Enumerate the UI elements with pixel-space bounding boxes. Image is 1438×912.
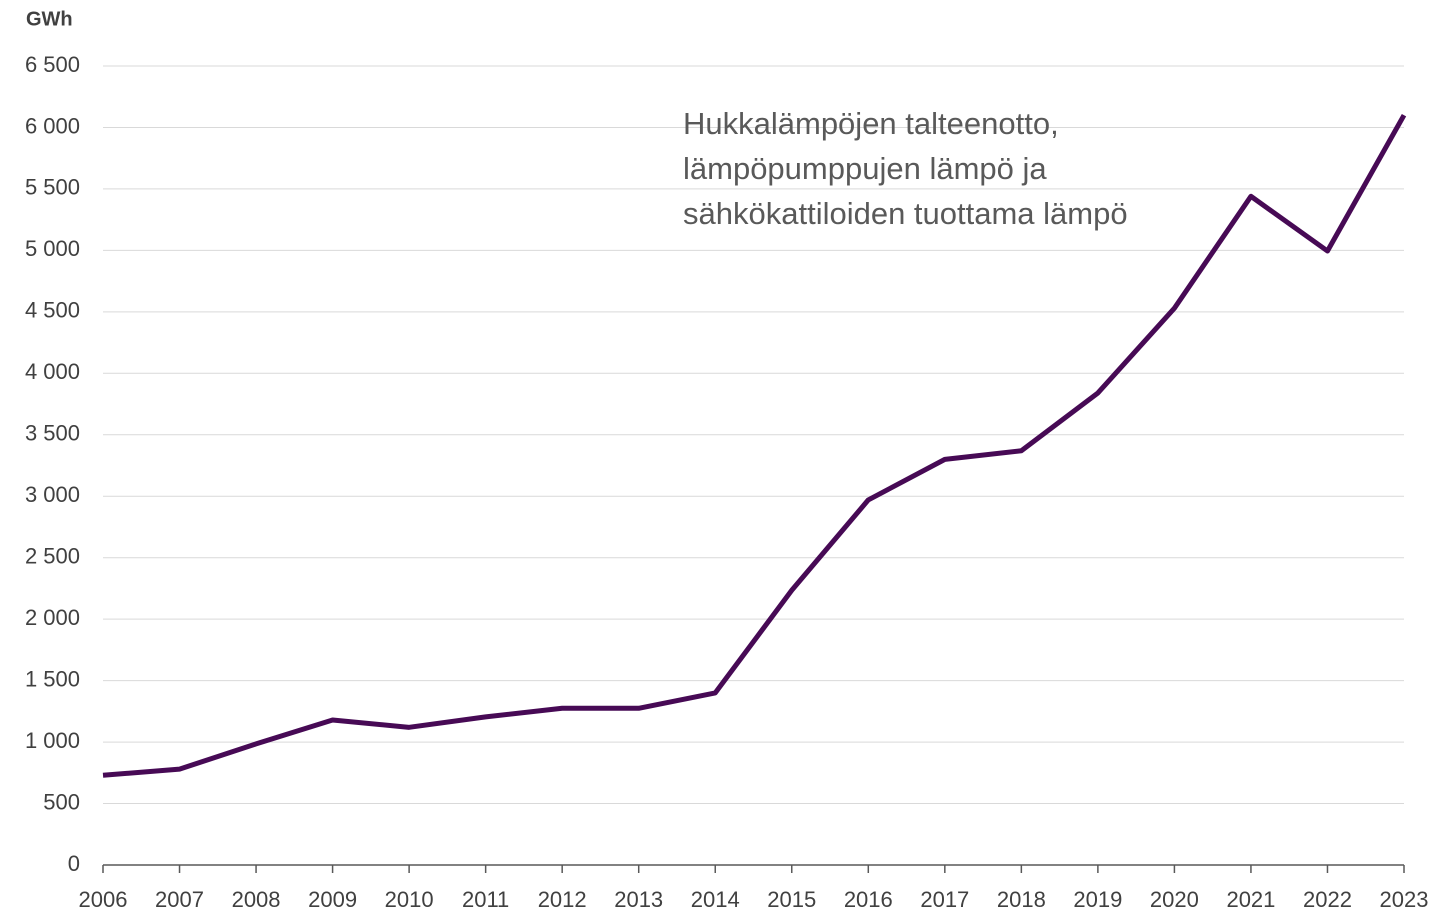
y-tick-label: 3 500 — [25, 421, 80, 446]
x-tick-label: 2008 — [232, 887, 281, 912]
x-tick-label: 2021 — [1226, 887, 1275, 912]
annotation: lämpöpumppujen lämpö ja — [683, 151, 1047, 186]
y-tick-label: 500 — [43, 789, 80, 814]
y-tick-label: 6 500 — [25, 52, 80, 77]
x-tick-label: 2018 — [997, 887, 1046, 912]
x-tick-label: 2019 — [1073, 887, 1122, 912]
y-tick-label: 4 000 — [25, 359, 80, 384]
x-tick-label: 2012 — [538, 887, 587, 912]
x-tick-label: 2020 — [1150, 887, 1199, 912]
x-tick-label: 2015 — [767, 887, 816, 912]
x-tick-label: 2014 — [691, 887, 740, 912]
y-tick-label: 3 000 — [25, 482, 80, 507]
x-tick-label: 2016 — [844, 887, 893, 912]
x-tick-label: 2006 — [79, 887, 128, 912]
y-tick-label: 5 000 — [25, 236, 80, 261]
x-tick-label: 2022 — [1303, 887, 1352, 912]
y-tick-label: 4 500 — [25, 298, 80, 323]
y-tick-label: 6 000 — [25, 113, 80, 138]
y-tick-label: 1 000 — [25, 728, 80, 753]
y-tick-label: 1 500 — [25, 666, 80, 691]
data-line — [102, 113, 1407, 778]
annotation: Hukkalämpöjen talteenotto, — [683, 106, 1059, 141]
y-tick-label: 2 000 — [25, 605, 80, 630]
x-tick-label: 2007 — [155, 887, 204, 912]
x-tick-label: 2017 — [920, 887, 969, 912]
annotation: sähkökattiloiden tuottama lämpö — [683, 196, 1128, 231]
y-tick-label: 2 500 — [25, 544, 80, 569]
x-tick-label: 2010 — [385, 887, 434, 912]
y-tick-label: 5 500 — [25, 175, 80, 200]
x-tick-label: 2013 — [614, 887, 663, 912]
x-tick-label: 2011 — [462, 887, 509, 912]
y-tick-label: 0 — [68, 851, 80, 876]
x-tick-label: 2023 — [1380, 887, 1429, 912]
y-axis-label: GWh — [26, 8, 73, 30]
x-tick-label: 2009 — [308, 887, 357, 912]
